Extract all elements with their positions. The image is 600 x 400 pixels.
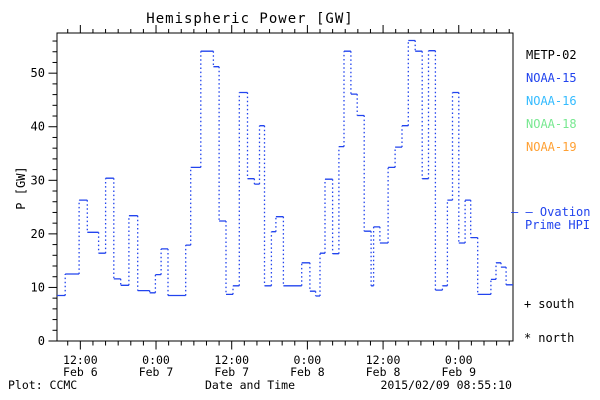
legend-ovation: – – Ovation Prime HPI xyxy=(511,206,591,232)
y-tick-label: 10 xyxy=(31,280,45,294)
axis-box xyxy=(56,32,514,342)
x-tick-label-date: Feb 8 xyxy=(290,365,325,379)
legend-satellite-NOAA-15: NOAA-15 xyxy=(526,71,577,85)
x-tick-label-time: 12:00 xyxy=(63,353,98,367)
plus-icon: + xyxy=(524,297,532,311)
footer-credit: Plot: CCMC xyxy=(8,378,78,392)
x-tick-label-date: Feb 7 xyxy=(214,365,249,379)
legend-satellite-NOAA-18: NOAA-18 xyxy=(526,117,577,131)
y-tick-label: 40 xyxy=(31,120,45,134)
legend-satellite-NOAA-19: NOAA-19 xyxy=(526,140,577,154)
legend-satellites: METP-02 NOAA-15 NOAA-16 NOAA-18 NOAA-19 xyxy=(526,44,577,159)
y-tick-label: 20 xyxy=(31,227,45,241)
y-tick-label: 0 xyxy=(38,334,45,348)
x-tick-label-time: 0:00 xyxy=(445,353,473,367)
x-tick-label-time: 0:00 xyxy=(142,353,170,367)
x-tick-label-date: Feb 7 xyxy=(139,365,174,379)
ovation-label-line1: Ovation xyxy=(539,205,591,219)
south-label: south xyxy=(538,297,575,311)
x-tick-label-time: 0:00 xyxy=(294,353,322,367)
x-tick-label-time: 12:00 xyxy=(214,353,249,367)
south-marker-row: + south xyxy=(524,297,574,311)
ovation-line-marker: – – xyxy=(511,205,533,219)
plot-title: Hemispheric Power [GW] xyxy=(146,11,354,27)
asterisk-icon: * xyxy=(524,331,532,345)
x-axis-label: Date and Time xyxy=(204,378,295,392)
legend-satellite-METP-02: METP-02 xyxy=(526,48,577,62)
x-tick-label-time: 12:00 xyxy=(366,353,401,367)
y-tick-label: 50 xyxy=(31,66,45,80)
legend-satellite-NOAA-16: NOAA-16 xyxy=(526,94,577,108)
footer-timestamp: 2015/02/09 08:55:10 xyxy=(380,378,512,392)
x-tick-label-date: Feb 8 xyxy=(366,365,401,379)
north-label: north xyxy=(538,331,575,345)
data-line-horizontal xyxy=(57,39,513,297)
y-tick-label: 30 xyxy=(31,173,45,187)
x-tick-label-date: Feb 9 xyxy=(441,365,476,379)
north-marker-row: * north xyxy=(524,331,574,345)
x-tick-label-date: Feb 6 xyxy=(63,365,98,379)
y-axis-label: P [GW] xyxy=(14,166,28,210)
data-line-vertical xyxy=(64,40,507,296)
ovation-label-line2: Prime HPI xyxy=(525,218,591,232)
